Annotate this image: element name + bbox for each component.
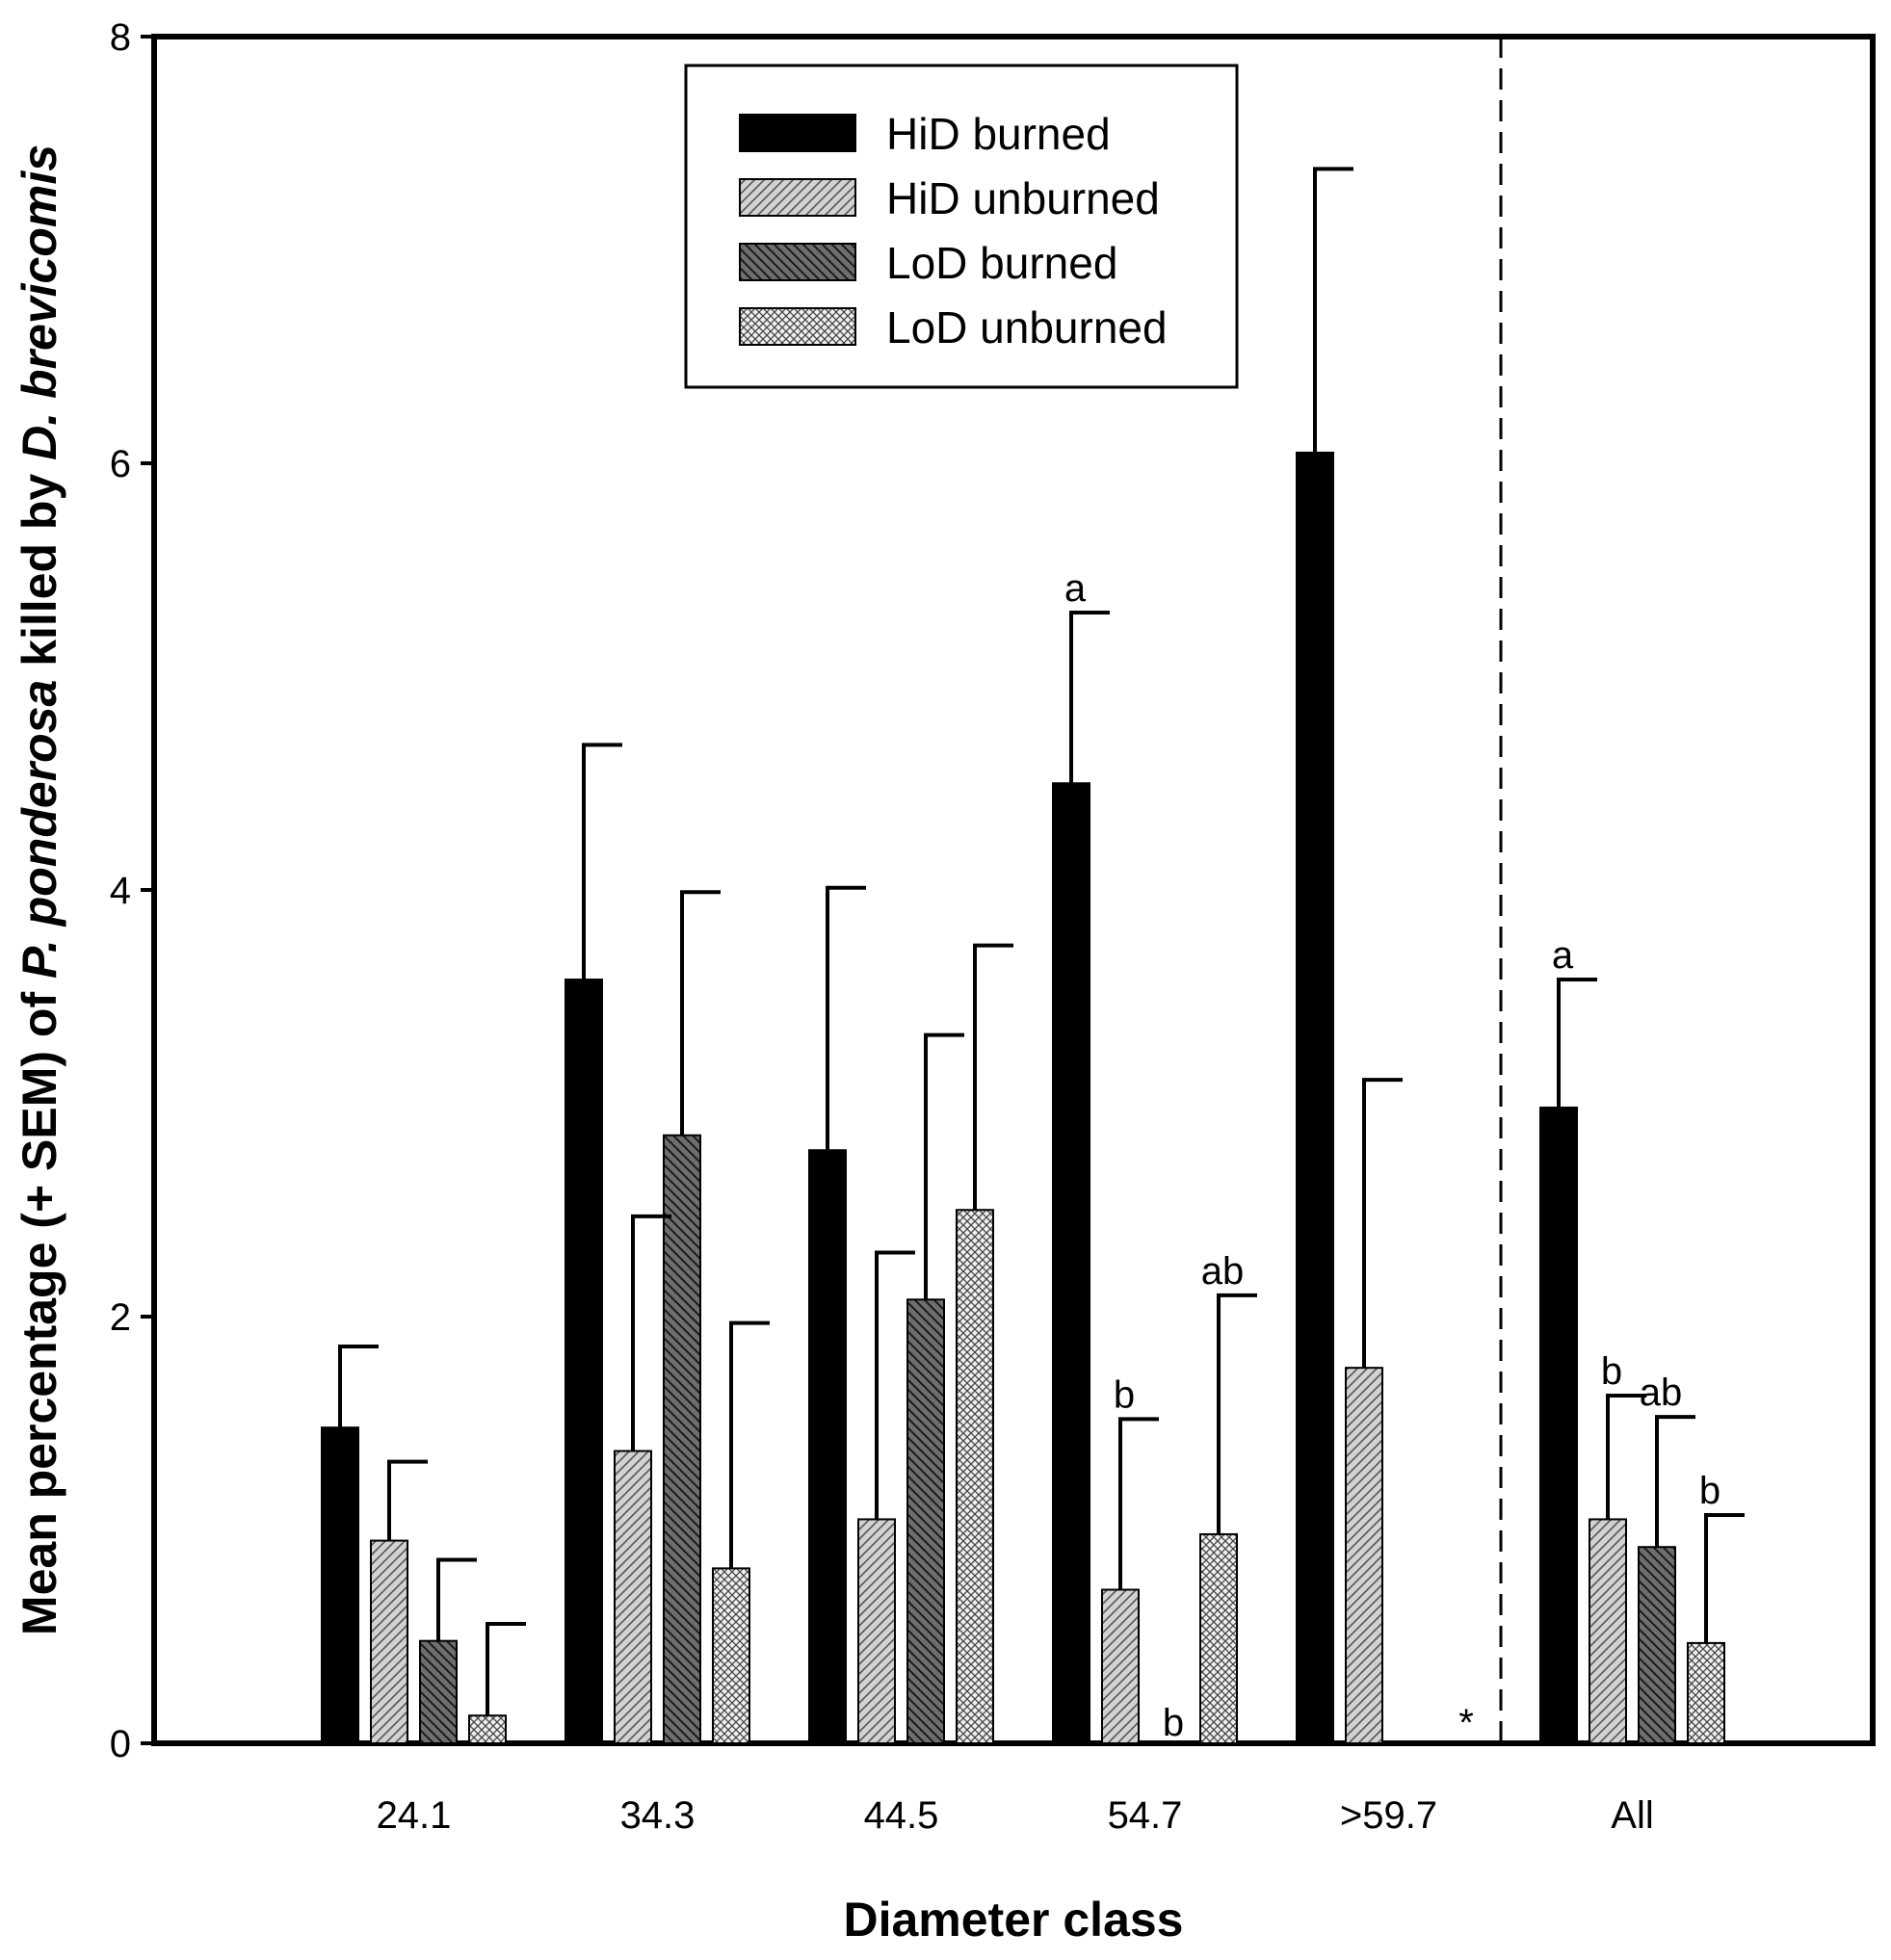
bar-hid-unburned-59-7 <box>1345 1367 1383 1745</box>
bar-hid-burned-24-1 <box>321 1426 359 1745</box>
annotation-54-7-lod-unburned: ab <box>1201 1250 1245 1293</box>
y-tick-label-4: 8 <box>110 16 131 59</box>
legend-label-hid-unburned: HiD unburned <box>886 173 1160 223</box>
y-axis-title-part-1: P. ponderosa <box>13 680 66 979</box>
bar-lod-unburned-34-3 <box>712 1567 750 1744</box>
x-tick-label-34-3: 34.3 <box>620 1794 696 1837</box>
bar-hid-unburned-all <box>1589 1518 1627 1745</box>
bar-lod-burned-24-1 <box>419 1639 458 1745</box>
y-axis-title: Mean percentage (+ SEM) of P. ponderosa … <box>13 144 66 1635</box>
legend-label-lod-unburned: LoD unburned <box>886 302 1168 353</box>
annotation-54-7-hid-burned: a <box>1064 567 1087 610</box>
error-bars <box>338 167 1745 1716</box>
bar-lod-burned-34-3 <box>663 1134 701 1744</box>
x-tick-label-24-1: 24.1 <box>377 1794 452 1837</box>
annotation-59-7-lod-unburned: * <box>1458 1702 1474 1744</box>
y-axis-title-part-0: Mean percentage (+ SEM) of <box>13 979 66 1635</box>
bar-hid-burned-59-7 <box>1296 451 1334 1744</box>
legend-swatch-hid-unburned <box>739 178 856 217</box>
bars <box>321 451 1725 1745</box>
bar-hid-unburned-34-3 <box>614 1450 652 1745</box>
bar-hid-burned-54-7 <box>1052 782 1090 1744</box>
y-tick-label-0: 0 <box>110 1723 131 1765</box>
bar-hid-burned-all <box>1539 1106 1578 1745</box>
legend-swatch-lod-burned <box>739 243 856 281</box>
x-tick-label-54-7: 54.7 <box>1108 1794 1183 1837</box>
bar-hid-burned-44-5 <box>808 1149 847 1744</box>
y-axis-title-part-2: killed by <box>13 460 66 680</box>
annotation-all-lod-unburned: b <box>1699 1470 1720 1512</box>
legend: HiD burned HiD unburned LoD burned LoD unbu… <box>684 64 1239 389</box>
bar-lod-unburned-54-7 <box>1199 1532 1238 1745</box>
annotation-54-7-hid-unburned: b <box>1114 1373 1135 1416</box>
bar-lod-burned-all <box>1638 1546 1676 1744</box>
y-tick-label-3: 6 <box>110 443 131 485</box>
bar-hid-burned-34-3 <box>565 979 603 1744</box>
bar-hid-unburned-24-1 <box>370 1539 408 1744</box>
x-axis: 24.1 34.3 44.5 54.7 >59.7 All <box>377 1794 1654 1837</box>
x-tick-label-44-5: 44.5 <box>864 1794 939 1837</box>
legend-swatch-lod-unburned <box>739 307 856 346</box>
bar-lod-unburned-all <box>1687 1641 1725 1745</box>
bar-lod-burned-44-5 <box>906 1298 945 1745</box>
legend-label-lod-burned: LoD burned <box>886 238 1117 288</box>
legend-swatch-hid-burned <box>739 114 856 152</box>
annotation-all-hid-burned: a <box>1552 934 1574 977</box>
annotation-all-lod-burned: ab <box>1640 1372 1683 1414</box>
x-tick-label-all: All <box>1611 1794 1653 1837</box>
bar-lod-unburned-24-1 <box>468 1714 507 1744</box>
y-axis: 0 2 4 6 8 <box>110 16 154 1765</box>
x-tick-label-59-7: >59.7 <box>1340 1794 1437 1837</box>
bar-lod-unburned-44-5 <box>956 1209 994 1744</box>
y-axis-title-part-3: D. brevicomis <box>13 144 66 460</box>
y-tick-label-2: 4 <box>110 870 131 912</box>
annotation-54-7-lod-burned: b <box>1163 1702 1184 1744</box>
annotation-all-hid-unburned: b <box>1601 1350 1622 1393</box>
bar-hid-unburned-44-5 <box>857 1518 896 1745</box>
legend-label-hid-burned: HiD burned <box>886 109 1111 159</box>
bar-hid-unburned-54-7 <box>1101 1588 1140 1745</box>
y-tick-label-1: 2 <box>110 1296 131 1339</box>
x-axis-title: Diameter class <box>843 1893 1183 1947</box>
